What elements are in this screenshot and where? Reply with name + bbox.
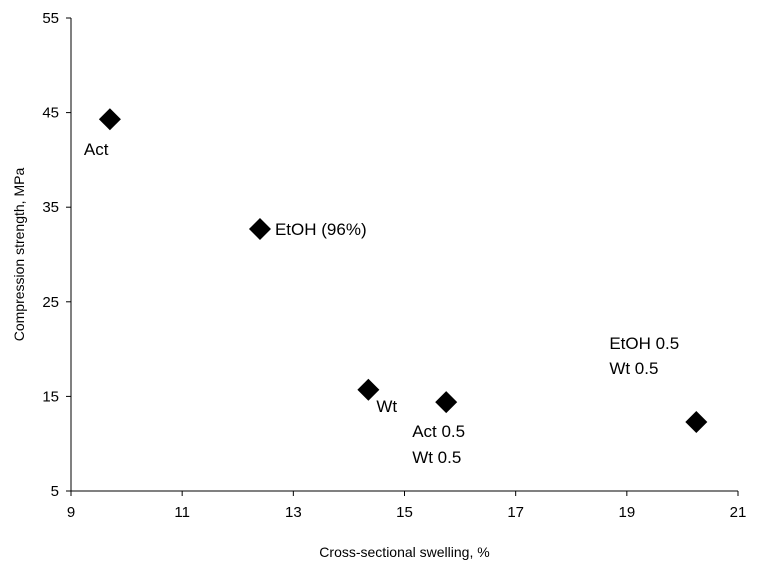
data-point-marker <box>435 391 458 414</box>
data-point-label: Wt 0.5 <box>609 359 658 378</box>
x-tick-label: 19 <box>618 504 635 521</box>
y-tick-label: 55 <box>42 10 59 27</box>
data-point-label: Wt 0.5 <box>412 448 461 467</box>
point-labels: Act EtOH (96%) Wt Act 0.5 Wt 0.5 EtOH 0.5 Wt 0… <box>84 140 679 467</box>
data-point-marker <box>685 410 708 433</box>
data-point-label: Act <box>84 140 109 159</box>
x-tick-label: 15 <box>396 504 413 521</box>
data-point-label: EtOH (96%) <box>275 220 367 239</box>
x-tick-label: 9 <box>67 504 75 521</box>
x-ticks: 9 11 13 15 17 19 21 <box>67 491 747 521</box>
data-point-label: Wt <box>376 397 397 416</box>
data-points <box>98 108 708 433</box>
data-point-marker <box>248 217 271 240</box>
x-tick-label: 21 <box>730 504 747 521</box>
y-ticks: 5 15 25 35 45 55 <box>42 10 71 500</box>
y-tick-label: 25 <box>42 294 59 311</box>
y-axis-title: Compression strength, MPa <box>11 168 27 342</box>
data-point-label: EtOH 0.5 <box>609 334 679 353</box>
x-axis-title: Cross-sectional swelling, % <box>319 544 489 560</box>
y-tick-label: 15 <box>42 388 59 405</box>
data-point-marker <box>98 108 121 131</box>
data-point-marker <box>357 378 380 401</box>
x-tick-label: 11 <box>174 504 190 521</box>
x-tick-label: 13 <box>285 504 302 521</box>
axes <box>70 18 738 492</box>
y-tick-label: 35 <box>42 199 59 216</box>
y-tick-label: 5 <box>51 483 59 500</box>
data-point-label: Act 0.5 <box>412 422 465 441</box>
y-tick-label: 45 <box>42 105 59 122</box>
x-tick-label: 17 <box>507 504 524 521</box>
